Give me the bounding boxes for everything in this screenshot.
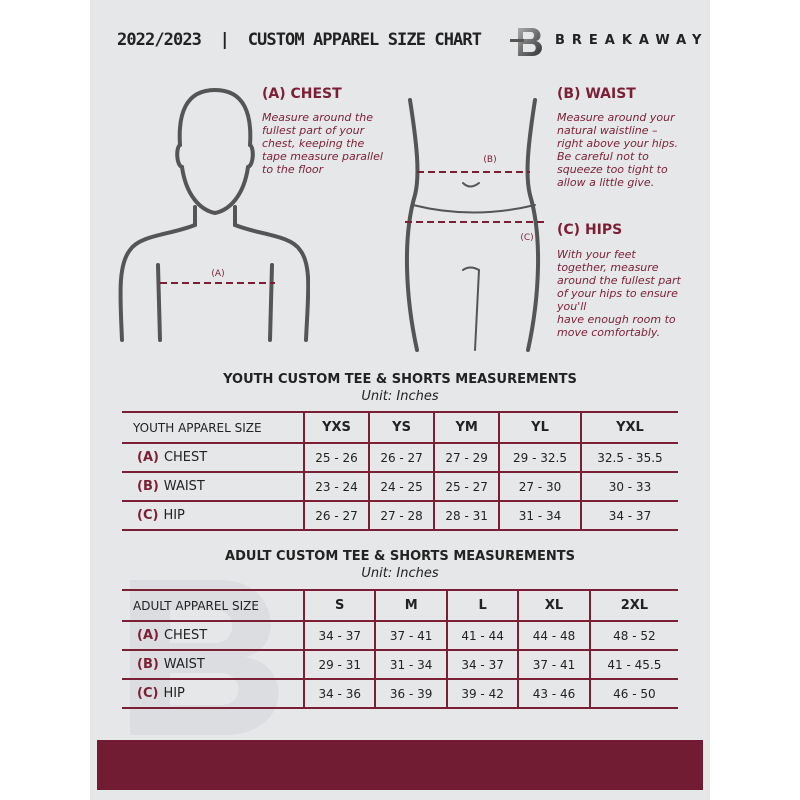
row-letter: (C) bbox=[137, 686, 159, 701]
row-letter: (A) bbox=[137, 450, 159, 465]
adult-table-title: ADULT CUSTOM TEE & SHORTS MEASUREMENTS bbox=[225, 549, 575, 564]
row-label-text: WAIST bbox=[163, 657, 205, 672]
column-header: YM bbox=[433, 411, 500, 444]
table-cell: 27 - 30 bbox=[498, 471, 581, 502]
column-header: YL bbox=[498, 411, 581, 444]
table-cell: 44 - 48 bbox=[517, 620, 590, 651]
row-label: (B) WAIST bbox=[122, 649, 304, 680]
column-header: M bbox=[374, 589, 447, 622]
row-label-text: HIP bbox=[163, 686, 185, 701]
column-header: S bbox=[302, 589, 376, 622]
row-letter: (B) bbox=[137, 657, 159, 672]
footer-band bbox=[97, 740, 703, 790]
table-cell: 28 - 31 bbox=[433, 500, 500, 531]
adult-size-table: ADULT APPAREL SIZE S M L XL 2XL (A) CHEST… bbox=[122, 589, 678, 709]
breakaway-logo-icon bbox=[510, 28, 542, 56]
chest-heading: (A) CHEST bbox=[262, 86, 342, 102]
youth-table-unit: Unit: Inches bbox=[361, 389, 439, 404]
table-cell: 24 - 25 bbox=[368, 471, 435, 502]
table-cell: 27 - 28 bbox=[368, 500, 435, 531]
table-row: (B) WAIST 29 - 31 31 - 34 34 - 37 37 - 41 41 … bbox=[122, 649, 678, 680]
table-row: (B) WAIST 23 - 24 24 - 25 25 - 27 27 - 30 30 … bbox=[122, 471, 678, 502]
table-row: (C) HIP 34 - 36 36 - 39 39 - 42 43 - 46 46 - … bbox=[122, 678, 678, 709]
row-letter: (B) bbox=[137, 479, 159, 494]
column-header: L bbox=[445, 589, 519, 622]
table-cell: 34 - 37 bbox=[445, 649, 519, 680]
hips-heading: (C) HIPS bbox=[557, 222, 623, 238]
column-header: ADULT APPAREL SIZE bbox=[122, 589, 304, 622]
table-cell: 37 - 41 bbox=[517, 649, 590, 680]
table-cell: 30 - 33 bbox=[579, 471, 678, 502]
table-cell: 34 - 37 bbox=[302, 620, 376, 651]
table-cell: 39 - 42 bbox=[445, 678, 519, 709]
youth-size-table: YOUTH APPAREL SIZE YXS YS YM YL YXL (A) C… bbox=[122, 411, 678, 531]
chest-marker: (A) bbox=[211, 269, 224, 279]
table-cell: 26 - 27 bbox=[368, 442, 435, 473]
row-letter: (C) bbox=[137, 508, 159, 523]
page-title: 2022/2023 | CUSTOM APPAREL SIZE CHART bbox=[117, 30, 482, 50]
row-letter: (A) bbox=[137, 628, 159, 643]
table-cell: 32.5 - 35.5 bbox=[579, 442, 678, 473]
table-cell: 25 - 27 bbox=[433, 471, 500, 502]
table-cell: 37 - 41 bbox=[374, 620, 447, 651]
waist-instructions: Measure around your natural waistline – … bbox=[557, 111, 679, 189]
table-cell: 26 - 27 bbox=[302, 500, 370, 531]
table-row: (C) HIP 26 - 27 27 - 28 28 - 31 31 - 34 34 - … bbox=[122, 500, 678, 531]
table-header-row: ADULT APPAREL SIZE S M L XL 2XL bbox=[122, 589, 678, 622]
table-cell: 31 - 34 bbox=[498, 500, 581, 531]
table-cell: 41 - 45.5 bbox=[588, 649, 678, 680]
row-label: (A) CHEST bbox=[122, 442, 304, 473]
youth-table-title: YOUTH CUSTOM TEE & SHORTS MEASUREMENTS bbox=[223, 372, 577, 387]
column-header: YXS bbox=[302, 411, 370, 444]
table-cell: 43 - 46 bbox=[517, 678, 590, 709]
row-label-text: CHEST bbox=[163, 450, 208, 465]
table-row: (A) CHEST 25 - 26 26 - 27 27 - 29 29 - 32.5 3… bbox=[122, 442, 678, 473]
table-cell: 46 - 50 bbox=[588, 678, 678, 709]
row-label: (B) WAIST bbox=[122, 471, 304, 502]
row-label: (C) HIP bbox=[122, 678, 304, 709]
row-label-text: CHEST bbox=[163, 628, 208, 643]
table-cell: 41 - 44 bbox=[445, 620, 519, 651]
chest-illustration: (A) bbox=[118, 87, 310, 342]
waist-heading: (B) WAIST bbox=[557, 86, 636, 102]
table-cell: 31 - 34 bbox=[374, 649, 447, 680]
column-header: YS bbox=[368, 411, 435, 444]
table-row: (A) CHEST 34 - 37 37 - 41 41 - 44 44 - 48 48 … bbox=[122, 620, 678, 651]
table-cell: 34 - 36 bbox=[302, 678, 376, 709]
row-label-text: WAIST bbox=[163, 479, 205, 494]
adult-table-unit: Unit: Inches bbox=[361, 566, 439, 581]
column-header: XL bbox=[517, 589, 590, 622]
waist-marker: (B) bbox=[483, 155, 496, 165]
table-cell: 48 - 52 bbox=[588, 620, 678, 651]
torso-illustration: (B) (C) bbox=[404, 98, 545, 352]
table-cell: 36 - 39 bbox=[374, 678, 447, 709]
table-cell: 29 - 31 bbox=[302, 649, 376, 680]
column-header: 2XL bbox=[588, 589, 678, 622]
row-label-text: HIP bbox=[163, 508, 185, 523]
row-label: (A) CHEST bbox=[122, 620, 304, 651]
table-cell: 34 - 37 bbox=[579, 500, 678, 531]
column-header: YOUTH APPAREL SIZE bbox=[122, 411, 304, 444]
table-cell: 27 - 29 bbox=[433, 442, 500, 473]
hips-marker: (C) bbox=[520, 233, 533, 243]
table-cell: 25 - 26 bbox=[302, 442, 370, 473]
hips-instructions: With your feet together, measure around … bbox=[557, 248, 681, 339]
table-cell: 23 - 24 bbox=[302, 471, 370, 502]
brand-name: BREAKAWAY bbox=[555, 33, 709, 48]
table-cell: 29 - 32.5 bbox=[498, 442, 581, 473]
table-header-row: YOUTH APPAREL SIZE YXS YS YM YL YXL bbox=[122, 411, 678, 444]
column-header: YXL bbox=[579, 411, 678, 444]
row-label: (C) HIP bbox=[122, 500, 304, 531]
chest-instructions: Measure around the fullest part of your … bbox=[262, 111, 383, 176]
